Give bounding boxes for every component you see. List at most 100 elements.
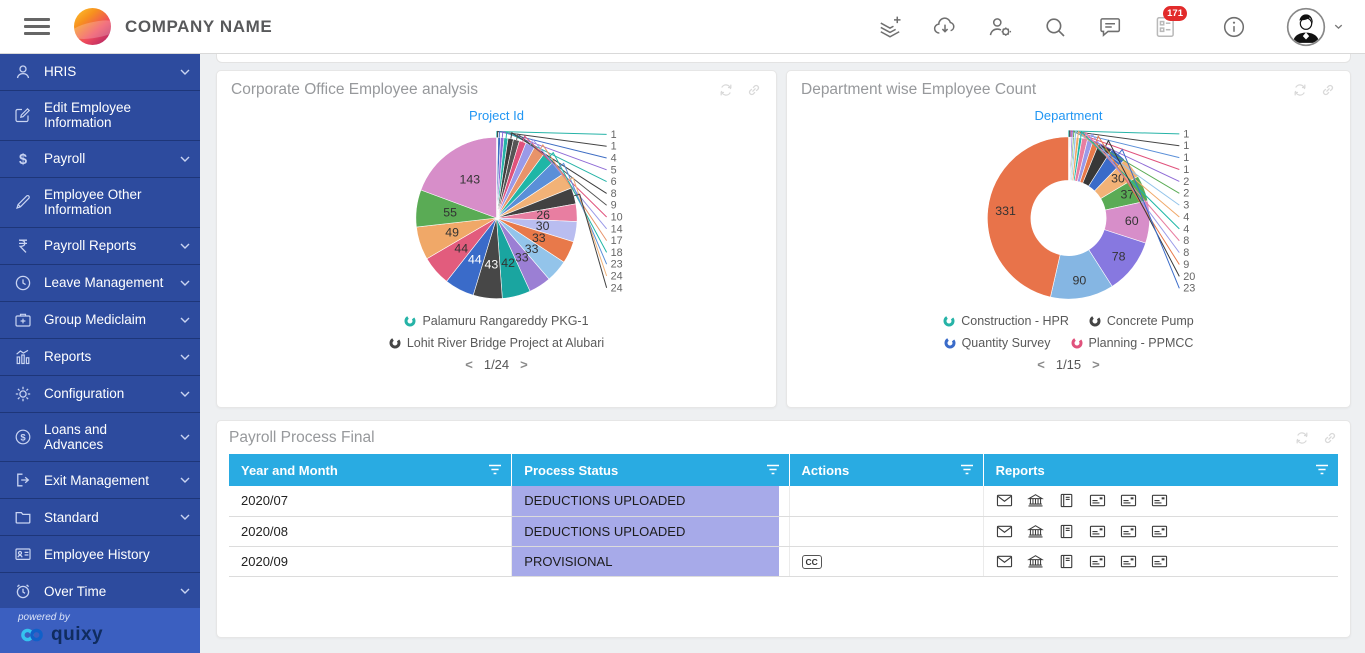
mail-icon[interactable] xyxy=(996,554,1013,569)
sidebar-item-reports[interactable]: Reports xyxy=(0,339,200,376)
label-leader-line xyxy=(529,138,608,230)
chevron-down-icon xyxy=(180,514,190,521)
slice-value-label: 8 xyxy=(1183,235,1189,247)
label-leader-line xyxy=(1071,130,1180,182)
mail-icon[interactable] xyxy=(996,524,1013,539)
card-icon[interactable] xyxy=(1151,554,1168,569)
bank-icon[interactable] xyxy=(1026,493,1044,508)
filter-icon[interactable] xyxy=(488,464,502,476)
sidebar-item-leave-management[interactable]: Leave Management xyxy=(0,265,200,302)
legend-next-button[interactable]: > xyxy=(520,357,528,372)
legend-pie-icon xyxy=(404,315,416,327)
refresh-icon[interactable] xyxy=(1292,82,1308,98)
slice-value-label: 9 xyxy=(1183,259,1189,271)
sidebar-item-exit-management[interactable]: Exit Management xyxy=(0,462,200,500)
sidebar-item-loans-and-advances[interactable]: $ Loans and Advances xyxy=(0,413,200,463)
actions-cell xyxy=(789,486,984,517)
pie-slice[interactable] xyxy=(420,137,497,219)
bank-icon[interactable] xyxy=(1026,554,1044,569)
refresh-icon[interactable] xyxy=(718,82,734,98)
book-icon[interactable] xyxy=(1058,493,1075,508)
legend-item[interactable]: Lohit River Bridge Project at Alubari xyxy=(389,336,604,350)
actions-cell: CC xyxy=(789,546,984,577)
sidebar-item-group-mediclaim[interactable]: Group Mediclaim xyxy=(0,302,200,339)
info-icon[interactable] xyxy=(1221,14,1247,40)
cloud-download-icon[interactable] xyxy=(932,14,958,40)
chevron-down-icon xyxy=(180,69,190,75)
card-department-count: Department wise Employee Count Departmen… xyxy=(786,70,1351,408)
legend-pie-icon xyxy=(944,337,956,349)
legend-item[interactable]: Palamuru Rangareddy PKG-1 xyxy=(404,314,589,328)
link-icon[interactable] xyxy=(1322,430,1338,446)
chat-icon[interactable] xyxy=(1097,14,1123,40)
pie-slice[interactable] xyxy=(987,136,1069,298)
process-status-cell: DEDUCTIONS UPLOADED xyxy=(511,486,790,517)
slice-value-label: 8 xyxy=(1183,247,1189,259)
sidebar-item-payroll-reports[interactable]: Payroll Reports xyxy=(0,228,200,265)
card-icon[interactable] xyxy=(1151,493,1168,508)
mail-icon[interactable] xyxy=(996,493,1013,508)
book-icon[interactable] xyxy=(1058,524,1075,539)
link-icon[interactable] xyxy=(1320,82,1336,98)
card-icon[interactable] xyxy=(1120,554,1137,569)
chevron-down-icon[interactable] xyxy=(1332,20,1345,33)
sidebar-item-edit-employee-information[interactable]: Edit Employee Information xyxy=(0,91,200,141)
filter-icon[interactable] xyxy=(1315,464,1329,476)
avatar[interactable] xyxy=(1286,7,1326,47)
link-icon[interactable] xyxy=(746,82,762,98)
sidebar-item-employee-history[interactable]: Employee History xyxy=(0,536,200,574)
label-leader-line xyxy=(558,162,608,265)
slice-value-label: 23 xyxy=(1183,283,1195,295)
year-month-cell: 2020/07 xyxy=(229,486,513,517)
sidebar-item-label: Over Time xyxy=(44,583,107,599)
card-icon[interactable] xyxy=(1089,524,1106,539)
card-icon[interactable] xyxy=(1089,554,1106,569)
slice-value-label: 3 xyxy=(1183,200,1189,212)
legend-item[interactable]: Concrete Pump xyxy=(1089,314,1194,328)
legend-item[interactable]: Planning - PPMCC xyxy=(1071,336,1193,350)
card-icon[interactable] xyxy=(1120,493,1137,508)
legend-item[interactable]: Quantity Survey xyxy=(944,336,1051,350)
sidebar-item-payroll[interactable]: $ Payroll xyxy=(0,141,200,178)
sidebar-item-over-time[interactable]: Over Time xyxy=(0,573,200,611)
svg-text:$: $ xyxy=(19,152,27,168)
legend-prev-button[interactable]: < xyxy=(1037,357,1045,372)
book-icon[interactable] xyxy=(1058,554,1075,569)
hamburger-menu-icon[interactable] xyxy=(24,14,50,39)
tasks-icon[interactable]: 171 xyxy=(1152,5,1187,40)
bank-icon[interactable] xyxy=(1026,524,1044,539)
add-stack-icon[interactable] xyxy=(877,14,903,40)
filter-icon[interactable] xyxy=(960,464,974,476)
user-menu[interactable] xyxy=(1286,7,1345,47)
legend-prev-button[interactable]: < xyxy=(465,357,473,372)
cc-action-icon[interactable]: CC xyxy=(801,555,822,569)
sidebar-item-label: Configuration xyxy=(44,385,125,401)
pie-slice[interactable] xyxy=(1050,249,1113,300)
refresh-icon[interactable] xyxy=(1294,430,1310,446)
legend-label: Quantity Survey xyxy=(961,336,1051,350)
idcard-icon xyxy=(13,545,33,563)
sidebar-item-standard[interactable]: Standard xyxy=(0,499,200,537)
filter-icon[interactable] xyxy=(766,464,780,476)
user-settings-icon[interactable] xyxy=(987,14,1013,40)
legend-label: Construction - HPR xyxy=(961,314,1069,328)
column-header-reports: Reports xyxy=(983,454,1338,486)
sidebar-item-employee-other-information[interactable]: Employee Other Information xyxy=(0,178,200,228)
search-icon[interactable] xyxy=(1042,14,1068,40)
slice-value-label: 44 xyxy=(454,242,468,256)
card-icon[interactable] xyxy=(1120,524,1137,539)
sidebar-item-configuration[interactable]: Configuration xyxy=(0,376,200,413)
reports-cell xyxy=(983,486,1338,517)
sidebar-item-hris[interactable]: HRIS xyxy=(0,54,200,91)
reports-cell xyxy=(983,546,1338,577)
notification-badge: 171 xyxy=(1163,5,1187,21)
label-leader-line xyxy=(1070,130,1180,170)
card-icon[interactable] xyxy=(1151,524,1168,539)
card-icon[interactable] xyxy=(1089,493,1106,508)
slice-value-label: 1 xyxy=(611,129,617,141)
legend-item[interactable]: Construction - HPR xyxy=(943,314,1069,328)
legend-next-button[interactable]: > xyxy=(1092,357,1100,372)
legend-label: Lohit River Bridge Project at Alubari xyxy=(406,336,605,350)
status-badge: DEDUCTIONS UPLOADED xyxy=(512,516,779,546)
column-header-year-and-month: Year and Month xyxy=(229,454,513,486)
